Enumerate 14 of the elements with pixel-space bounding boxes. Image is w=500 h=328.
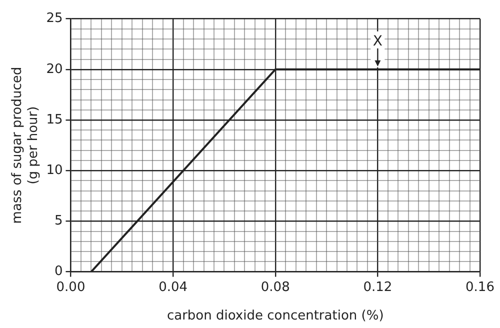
x-tick-label: 0.12 xyxy=(363,280,392,295)
y-tick-label: 25 xyxy=(46,11,63,26)
x-axis-title: carbon dioxide concentration (%) xyxy=(166,308,384,324)
y-tick-label: 15 xyxy=(46,112,63,128)
y-tick-label: 5 xyxy=(54,214,63,229)
y-tick-label: 20 xyxy=(46,62,63,77)
y-axis-title: mass of sugar produced (g per hour) xyxy=(10,66,41,224)
x-tick-label: 0.08 xyxy=(260,280,290,295)
y-tick-label: 0 xyxy=(54,264,63,280)
y-tick-label: 10 xyxy=(46,162,63,178)
annotation: X xyxy=(372,33,383,50)
x-tick-label: 0.04 xyxy=(158,280,188,295)
x-tick-label: 0.00 xyxy=(56,280,86,295)
x-tick-label: 0.16 xyxy=(466,280,494,295)
